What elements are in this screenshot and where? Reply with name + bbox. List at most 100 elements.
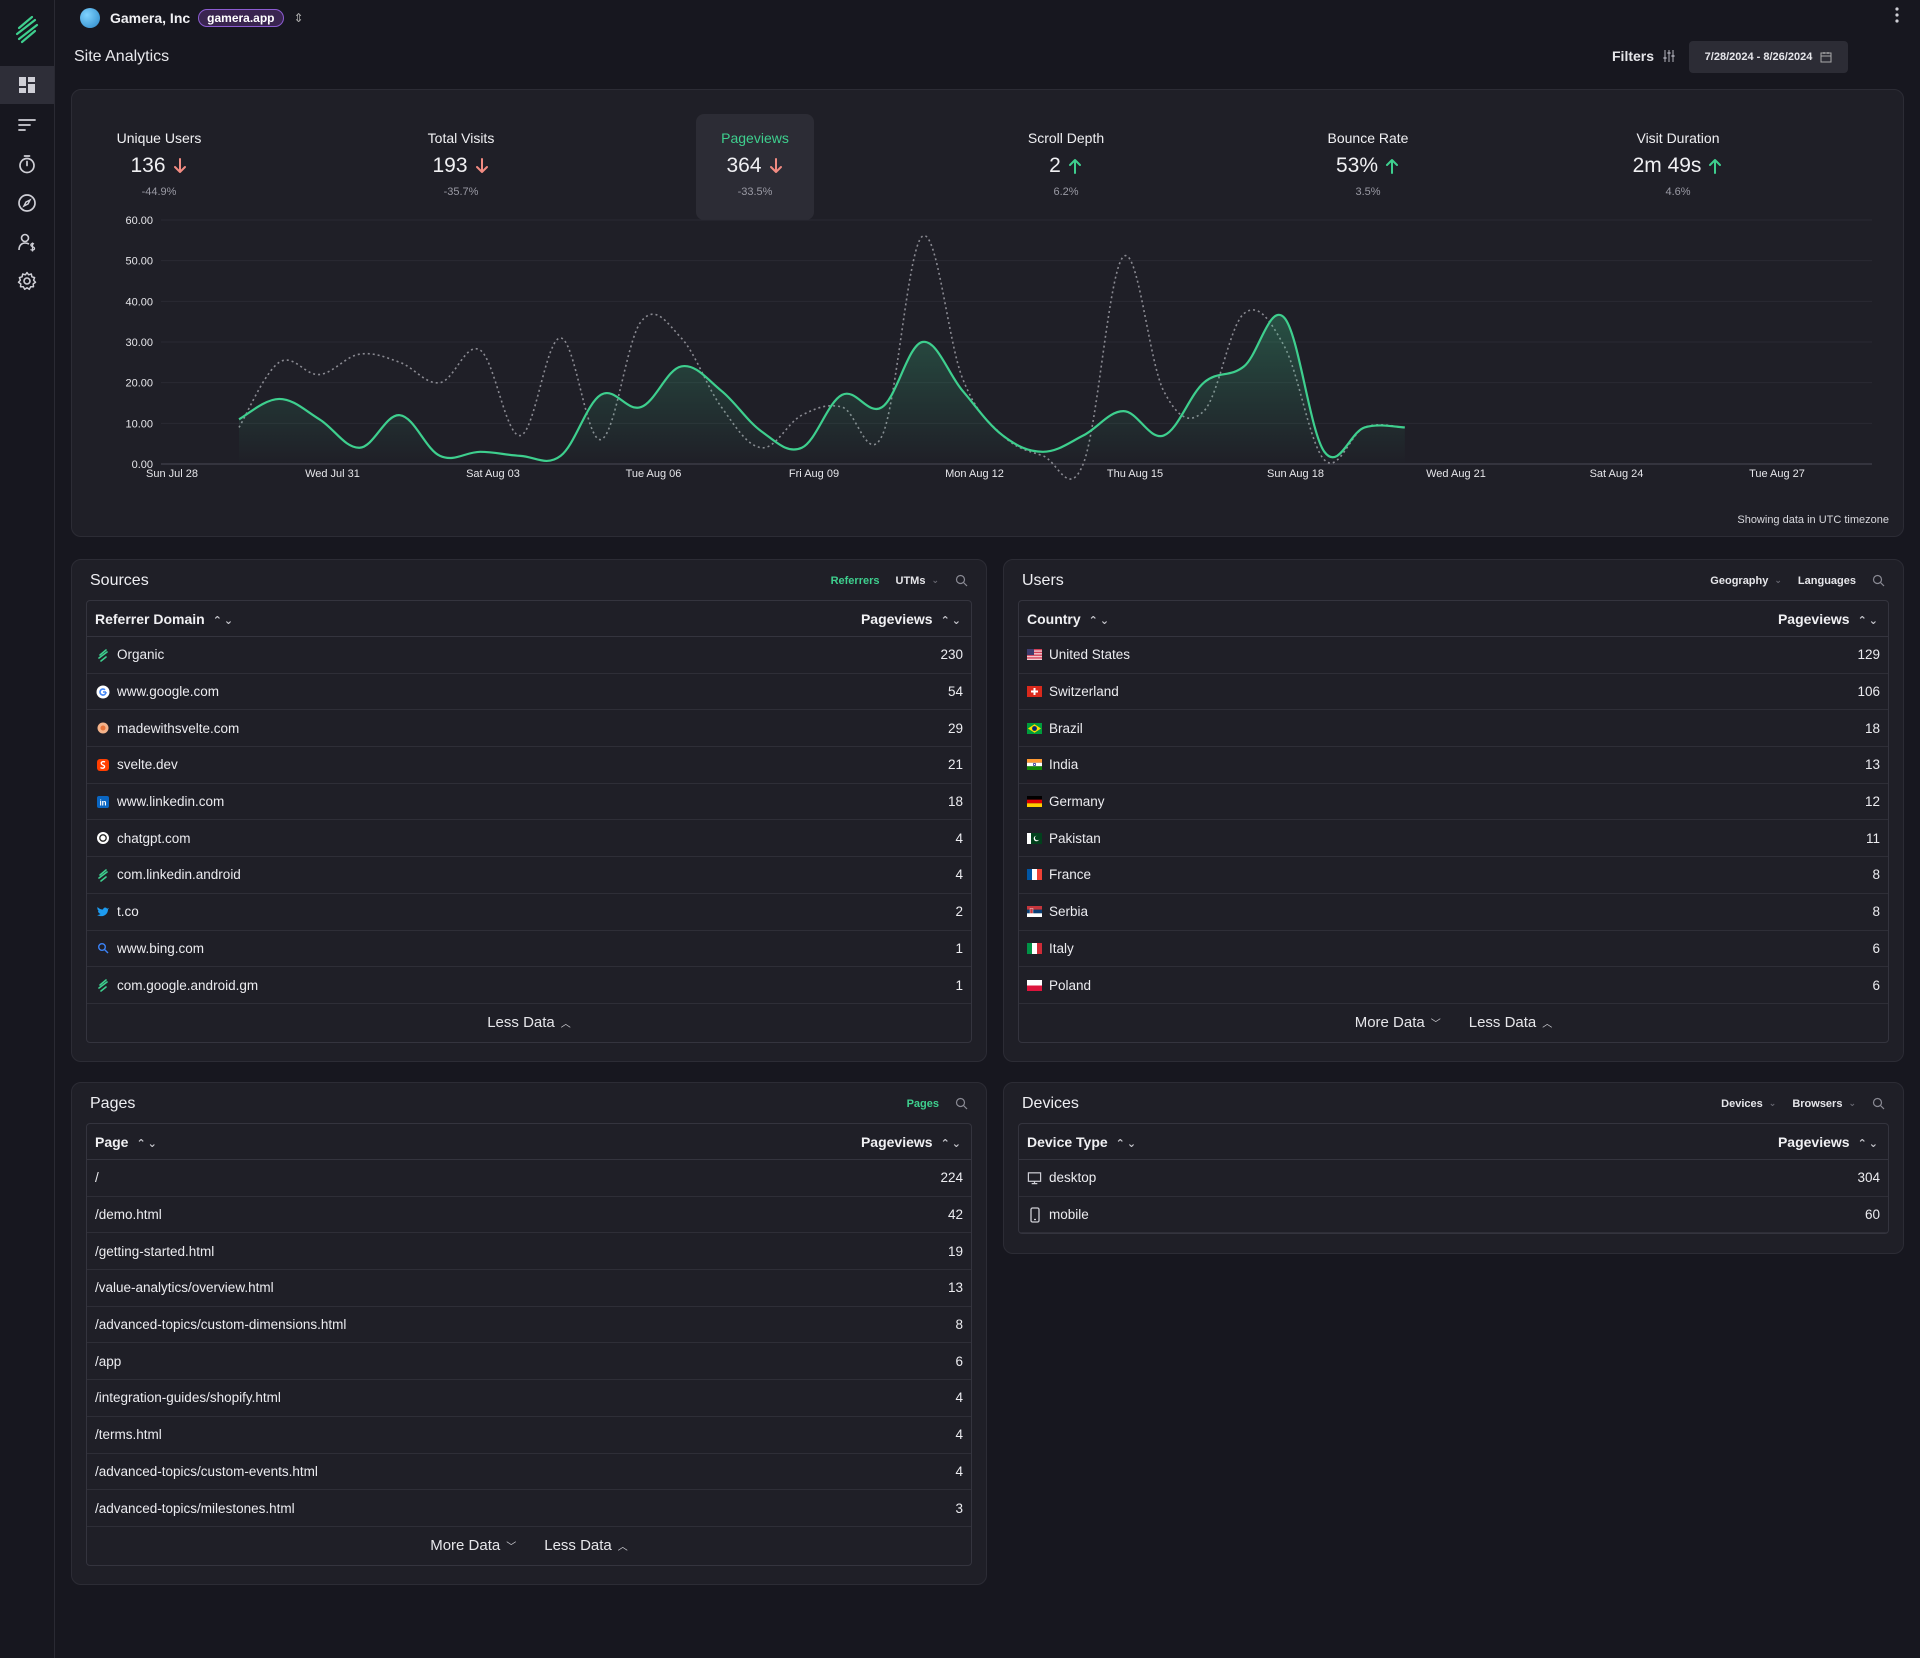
table-row[interactable]: /getting-started.html 19 xyxy=(87,1233,971,1271)
table-row[interactable]: /terms.html 4 xyxy=(87,1417,971,1454)
filters-button[interactable]: Filters xyxy=(1612,48,1676,64)
col-label: Pageviews xyxy=(860,1133,933,1150)
table-row[interactable]: Pakistan 11 xyxy=(1019,820,1888,858)
table-row[interactable]: India 13 xyxy=(1019,747,1888,784)
table-row[interactable]: Serbia 8 xyxy=(1019,894,1888,931)
twitter-icon xyxy=(95,905,110,919)
table-row[interactable]: Poland 6 xyxy=(1019,967,1888,1004)
search-icon[interactable] xyxy=(1872,1097,1885,1110)
col-pageviews[interactable]: Pageviews ⌃⌄ xyxy=(861,611,963,627)
table-row[interactable]: /integration-guides/shopify.html 4 xyxy=(87,1380,971,1417)
table-row[interactable]: in www.linkedin.com 18 xyxy=(87,784,971,821)
table-row[interactable]: t.co 2 xyxy=(87,894,971,931)
sort-icon[interactable]: ⌃⌄ xyxy=(212,614,236,627)
table-row[interactable]: / 224 xyxy=(87,1160,971,1197)
col-pageviews[interactable]: Pageviews ⌃⌄ xyxy=(861,1134,963,1150)
row-label: svelte.dev xyxy=(95,757,178,772)
table-row[interactable]: desktop 304 xyxy=(1019,1160,1888,1197)
table-row[interactable]: Organic 230 xyxy=(87,637,971,674)
more-data-button[interactable]: More Data ﹀ xyxy=(430,1537,516,1554)
stat-card[interactable]: Total Visits 193 -35.7% xyxy=(402,114,520,220)
table-row[interactable]: mobile 60 xyxy=(1019,1197,1888,1234)
sort-icon[interactable]: ⌃⌄ xyxy=(1115,1137,1139,1150)
sidebar-item-explore[interactable] xyxy=(0,184,54,222)
org-switcher[interactable]: Gamera, Inc gamera.app ⇕ xyxy=(80,6,304,30)
leaf-icon xyxy=(95,868,110,882)
stat-card[interactable]: Bounce Rate 53% 3.5% xyxy=(1309,114,1427,220)
table-row[interactable]: /advanced-topics/custom-events.html 4 xyxy=(87,1454,971,1491)
table-row[interactable]: /value-analytics/overview.html 13 xyxy=(87,1270,971,1307)
row-name: / xyxy=(95,1170,99,1186)
col-country[interactable]: Country ⌃⌄ xyxy=(1027,611,1111,627)
col-pageviews[interactable]: Pageviews ⌃⌄ xyxy=(1778,1134,1880,1150)
arrow-up-icon xyxy=(1709,159,1722,174)
sort-icon[interactable]: ⌃⌄ xyxy=(1088,614,1112,627)
flag-pk-icon xyxy=(1027,831,1042,845)
table-row[interactable]: www.google.com 54 xyxy=(87,674,971,711)
sort-icon[interactable]: ⌃⌄ xyxy=(940,614,963,627)
x-tick-label: Tue Aug 06 xyxy=(626,468,682,480)
search-icon[interactable] xyxy=(955,1097,968,1110)
less-data-button[interactable]: Less Data ︿ xyxy=(1469,1014,1553,1031)
stat-card[interactable]: Scroll Depth 2 6.2% xyxy=(1007,114,1125,220)
sort-icon[interactable]: ⌃⌄ xyxy=(1857,614,1880,627)
table-row[interactable]: /app 6 xyxy=(87,1343,971,1381)
arrow-down-icon xyxy=(475,158,488,173)
tab-languages[interactable]: Languages xyxy=(1797,574,1856,587)
madewithsvelte-icon xyxy=(95,721,110,735)
sort-icon[interactable]: ⌃⌄ xyxy=(136,1137,159,1150)
gear-icon xyxy=(17,271,37,291)
table-row[interactable]: chatgpt.com 4 xyxy=(87,820,971,858)
row-label: /demo.html xyxy=(95,1207,162,1222)
table-row[interactable]: /advanced-topics/custom-dimensions.html … xyxy=(87,1307,971,1344)
tab-referrers[interactable]: Referrers xyxy=(830,574,880,587)
sidebar-item-events[interactable] xyxy=(0,106,54,144)
x-tick-label: Thu Aug 15 xyxy=(1107,468,1163,480)
col-pageviews[interactable]: Pageviews ⌃⌄ xyxy=(1778,611,1880,627)
dashboard-icon xyxy=(19,77,35,93)
tab-geography[interactable]: Geography ⌄ xyxy=(1710,575,1782,587)
tab-devices[interactable]: Devices ⌄ xyxy=(1721,1098,1776,1110)
col-device-type[interactable]: Device Type ⌃⌄ xyxy=(1027,1134,1138,1150)
less-data-button[interactable]: Less Data ︿ xyxy=(487,1014,571,1031)
sidebar-item-timer[interactable] xyxy=(0,145,54,183)
row-label: /app xyxy=(95,1354,121,1369)
table-row[interactable]: France 8 xyxy=(1019,857,1888,894)
stat-card[interactable]: Visit Duration 2m 49s 4.6% xyxy=(1619,114,1737,220)
table-row[interactable]: Italy 6 xyxy=(1019,931,1888,968)
sort-icon[interactable]: ⌃⌄ xyxy=(1857,1137,1880,1150)
logo-icon[interactable] xyxy=(14,14,40,44)
less-data-button[interactable]: Less Data ︿ xyxy=(544,1537,628,1554)
sidebar-item-users[interactable] xyxy=(0,223,54,261)
table-row[interactable]: com.google.android.gm 1 xyxy=(87,967,971,1004)
sidebar-item-settings[interactable] xyxy=(0,262,54,300)
tab-utms[interactable]: UTMs ⌄ xyxy=(896,575,940,587)
search-icon[interactable] xyxy=(1872,574,1885,587)
col-page[interactable]: Page ⌃⌄ xyxy=(95,1134,159,1150)
sidebar-item-dashboard[interactable] xyxy=(0,66,54,104)
table-row[interactable]: /demo.html 42 xyxy=(87,1197,971,1234)
tab-browsers[interactable]: Browsers ⌄ xyxy=(1792,1098,1856,1110)
table-row[interactable]: Germany 12 xyxy=(1019,784,1888,821)
table-row[interactable]: www.bing.com 1 xyxy=(87,931,971,968)
chevron-up-icon: ︿ xyxy=(1542,1019,1553,1031)
table-row[interactable]: /advanced-topics/milestones.html 3 xyxy=(87,1490,971,1527)
table-row[interactable]: svelte.dev 21 xyxy=(87,747,971,784)
table-row[interactable]: Switzerland 106 xyxy=(1019,674,1888,711)
stat-card[interactable]: Pageviews 364 -33.5% xyxy=(696,114,814,220)
tab-pages[interactable]: Pages xyxy=(906,1097,939,1110)
table-row[interactable]: United States 129 xyxy=(1019,637,1888,674)
search-icon[interactable] xyxy=(955,574,968,587)
table-row[interactable]: com.linkedin.android 4 xyxy=(87,857,971,894)
sort-icon[interactable]: ⌃⌄ xyxy=(940,1137,963,1150)
x-tick-label: Sat Aug 24 xyxy=(1590,468,1644,480)
table-row[interactable]: madewithsvelte.com 29 xyxy=(87,710,971,748)
flag-us-icon xyxy=(1027,648,1042,662)
date-range-picker[interactable]: 7/28/2024 - 8/26/2024 xyxy=(1689,41,1848,73)
less-data-label: Less Data xyxy=(544,1537,612,1555)
col-referrer-domain[interactable]: Referrer Domain ⌃⌄ xyxy=(95,611,235,627)
table-row[interactable]: Brazil 18 xyxy=(1019,710,1888,748)
stat-card[interactable]: Unique Users 136 -44.9% xyxy=(100,114,218,220)
more-data-button[interactable]: More Data ﹀ xyxy=(1355,1014,1441,1031)
kebab-menu-icon[interactable] xyxy=(1894,6,1900,24)
